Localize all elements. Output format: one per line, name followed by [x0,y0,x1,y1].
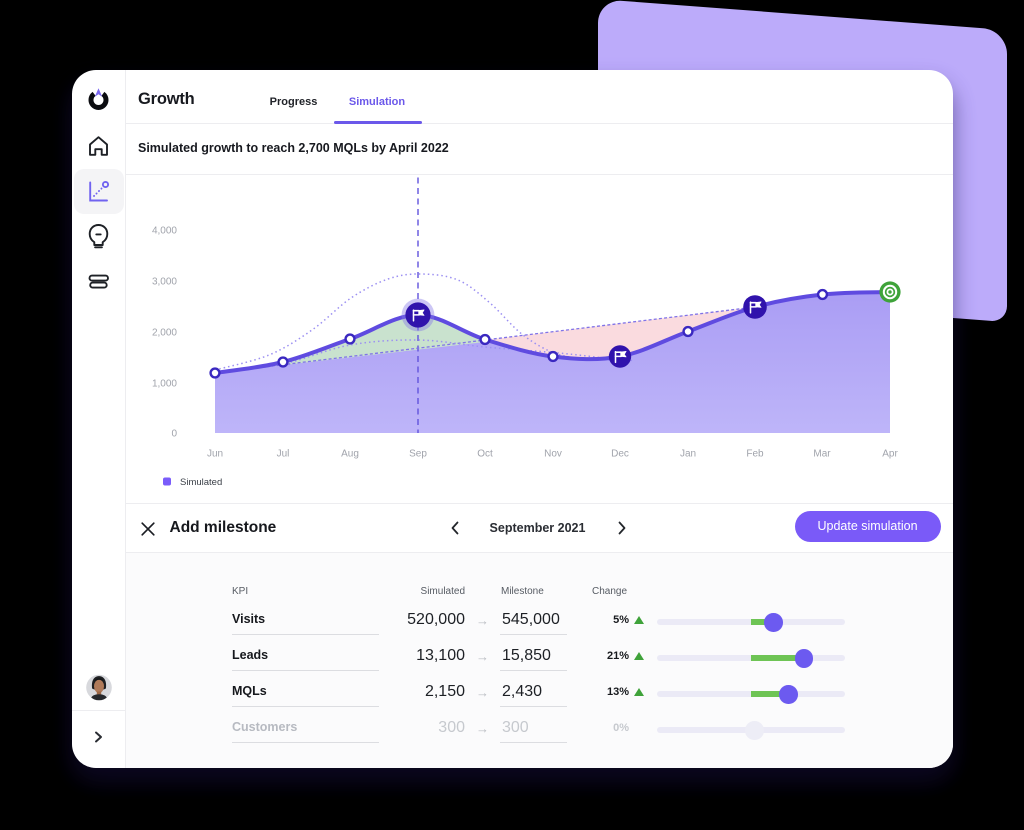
svg-text:Sep: Sep [409,449,427,460]
svg-text:Oct: Oct [477,449,493,460]
svg-text:0: 0 [171,429,177,440]
svg-text:Jan: Jan [680,449,696,460]
svg-text:Apr: Apr [882,449,898,460]
svg-text:Dec: Dec [611,449,629,460]
svg-text:Jun: Jun [207,449,223,460]
svg-text:Jul: Jul [277,449,290,460]
svg-text:3,000: 3,000 [152,277,177,288]
svg-text:Mar: Mar [813,449,831,460]
svg-text:Feb: Feb [746,449,764,460]
svg-text:4,000: 4,000 [152,226,177,237]
svg-text:Nov: Nov [544,449,562,460]
svg-text:2,000: 2,000 [152,328,177,339]
svg-text:Aug: Aug [341,449,359,460]
svg-text:1,000: 1,000 [152,379,177,390]
svg-text:Simulated: Simulated [180,477,222,488]
